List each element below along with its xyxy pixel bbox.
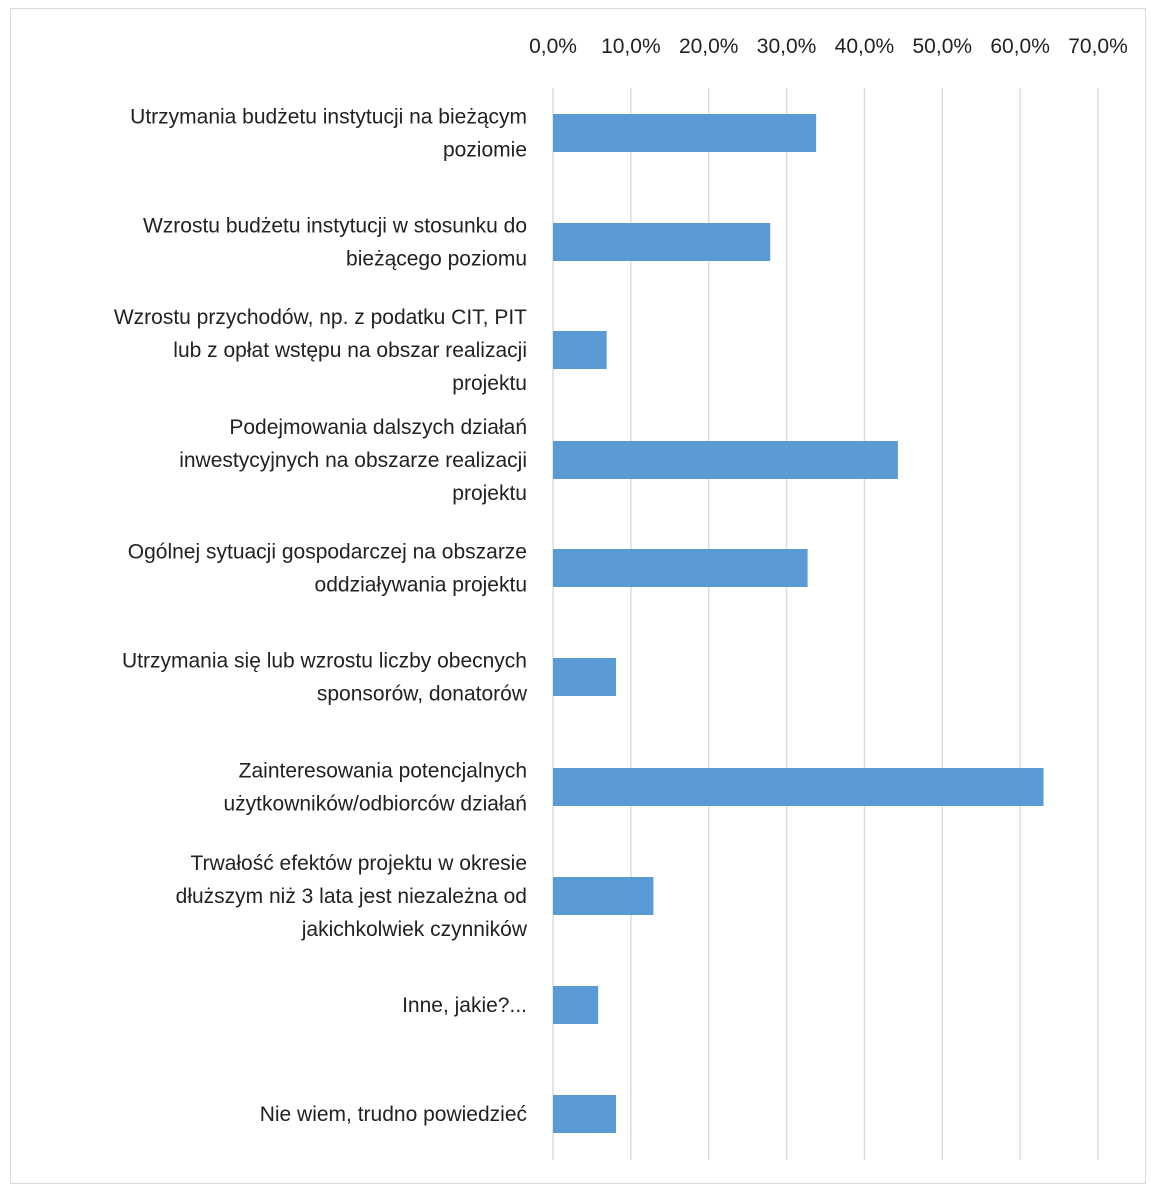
category-label: jakichkolwiek czynników [301,918,528,941]
category-label: oddziaływania projektu [315,574,527,597]
category-label: Utrzymania się lub wzrostu liczby obecny… [122,650,527,673]
bar [553,114,816,152]
category-label: lub z opłat wstępu na obszar realizacji [173,339,527,362]
category-label: Trwałość efektów projektu w okresie [190,852,527,875]
category-label: Ogólnej sytuacji gospodarczej na obszarz… [128,541,527,564]
category-label: inwestycyjnych na obszarze realizacji [179,449,527,472]
category-label: poziomie [443,139,527,162]
category-label: Nie wiem, trudno powiedzieć [260,1103,527,1126]
x-tick-label: 60,0% [990,35,1050,58]
x-tick-label: 20,0% [679,35,739,58]
category-label: Utrzymania budżetu instytucji na bieżący… [130,106,527,129]
bar [553,1095,616,1133]
bar [553,768,1044,806]
category-label: projektu [452,482,527,505]
bar [553,331,607,369]
category-label: Zainteresowania potencjalnych [239,760,527,783]
category-label: Inne, jakie?... [402,994,527,1017]
bar [553,441,898,479]
x-tick-label: 0,0% [529,35,577,58]
x-tick-label: 40,0% [835,35,895,58]
x-tick-label: 30,0% [757,35,817,58]
category-label: projektu [452,372,527,395]
bar [553,986,598,1024]
category-label: Podejmowania dalszych działań [229,416,527,439]
x-tick-label: 70,0% [1068,35,1128,58]
bar [553,223,770,261]
x-tick-label: 10,0% [601,35,661,58]
x-tick-label: 50,0% [913,35,973,58]
bar [553,658,616,696]
bar [553,549,808,587]
category-label: użytkowników/odbiorców działań [224,793,528,816]
category-label: dłuższym niż 3 lata jest niezależna od [176,885,527,908]
bar [553,877,653,915]
category-label: Wzrostu przychodów, np. z podatku CIT, P… [114,306,527,329]
category-label: Wzrostu budżetu instytucji w stosunku do [143,215,527,238]
category-label: bieżącego poziomu [346,248,527,271]
category-label: sponsorów, donatorów [317,683,528,706]
